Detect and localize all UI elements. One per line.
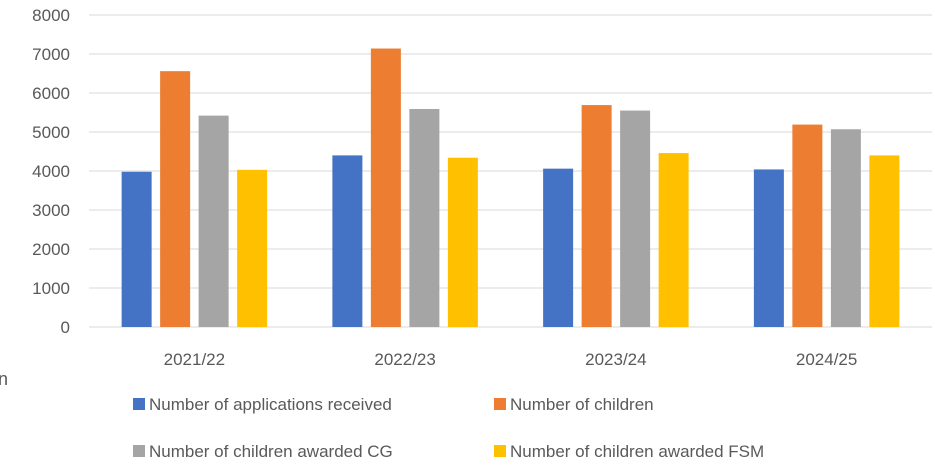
bar-number-of-applications-received-2024-25 [753,169,784,327]
legend-label: Number of children awarded FSM [510,442,764,461]
legend-swatch [133,445,145,457]
y-axis-tick-labels: 0 1000 2000 3000 4000 5000 6000 7000 8000 [32,6,70,337]
legend-label: Number of children [510,395,654,414]
bar-number-of-children-awarded-cg-2022-23 [409,108,440,328]
x-tick-label: 2021/22 [164,350,225,369]
y-tick-label: 3000 [32,201,70,220]
bar-number-of-applications-received-2022-23 [332,155,363,327]
bar-number-of-applications-received-2023-24 [543,168,574,327]
x-axis-tick-labels: 2021/22 2022/23 2023/24 2024/25 [164,350,858,369]
legend-swatch [133,398,145,410]
bar-number-of-children-awarded-cg-2021-22 [198,115,229,328]
bar-number-of-applications-received-2021-22 [121,171,152,327]
y-tick-label: 0 [61,318,70,337]
legend-swatch [494,445,506,457]
bar-number-of-children-awarded-fsm-2024-25 [869,155,900,327]
bar-number-of-children-2021-22 [160,71,191,327]
bar-number-of-children-2022-23 [370,48,401,327]
y-tick-label: 5000 [32,123,70,142]
bars [121,48,900,328]
bar-number-of-children-awarded-cg-2023-24 [620,110,651,327]
y-tick-label: 4000 [32,162,70,181]
bar-number-of-children-2023-24 [581,105,612,327]
legend: Number of applications received Number of… [133,395,764,461]
x-tick-label: 2022/23 [374,350,435,369]
bar-number-of-children-awarded-fsm-2022-23 [447,157,478,327]
y-tick-label: 2000 [32,240,70,259]
legend-item: Number of children awarded CG [133,442,393,461]
bar-number-of-children-awarded-fsm-2023-24 [658,153,689,327]
y-tick-label: 8000 [32,6,70,25]
gridlines [89,14,932,328]
legend-label: Number of applications received [149,395,392,414]
y-tick-label: 1000 [32,279,70,298]
stray-glyph-text: n [0,369,8,389]
x-tick-label: 2023/24 [585,350,646,369]
bar-number-of-children-awarded-fsm-2021-22 [237,169,268,327]
y-tick-label: 7000 [32,45,70,64]
legend-swatch [494,398,506,410]
bar-number-of-children-awarded-cg-2024-25 [830,129,861,327]
legend-label: Number of children awarded CG [149,442,393,461]
x-tick-label: 2024/25 [796,350,857,369]
y-tick-label: 6000 [32,84,70,103]
legend-item: Number of children [494,395,654,414]
legend-item: Number of applications received [133,395,392,414]
legend-item: Number of children awarded FSM [494,442,764,461]
bar-number-of-children-2024-25 [792,124,823,327]
